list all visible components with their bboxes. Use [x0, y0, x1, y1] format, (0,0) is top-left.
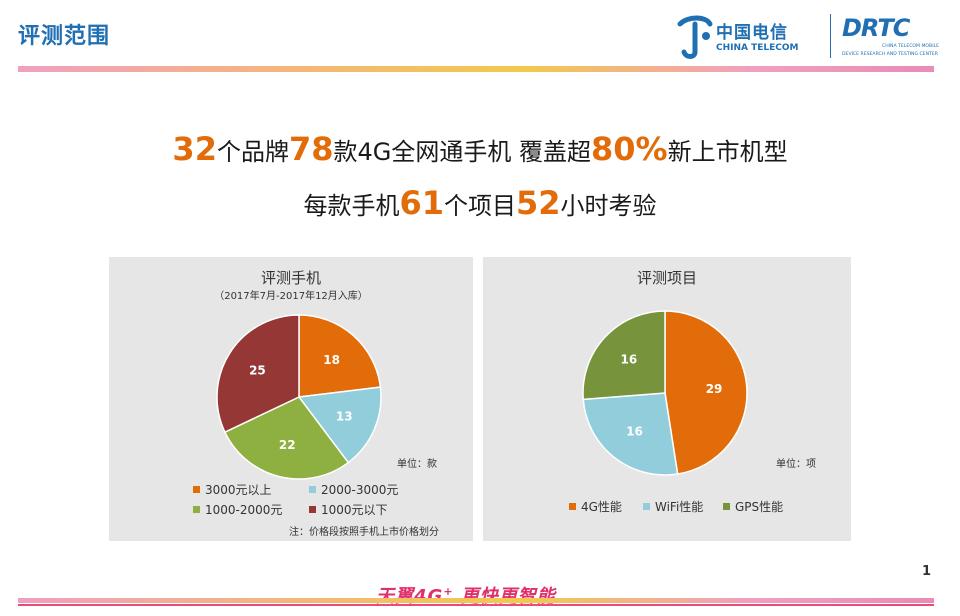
- unit-label: 单位：项: [776, 459, 816, 470]
- china-telecom-logo: 中国电信 CHINA TELECOM: [676, 14, 826, 60]
- legend-item: GPS性能: [723, 498, 783, 515]
- headline-line-2: 每款手机61个项目52小时考验: [0, 184, 960, 222]
- legend-item: 1000-2000元: [193, 501, 282, 518]
- pie-slice: [298, 314, 382, 398]
- chart-subtitle: （2017年7月-2017年12月入库）: [214, 291, 368, 302]
- headline-coverage-percent: 80%: [590, 130, 668, 168]
- brand-name-cn: 中国电信: [716, 23, 788, 43]
- legend-swatch: [569, 503, 576, 510]
- slice-value-label: 16: [621, 353, 638, 367]
- legend-swatch: [193, 506, 200, 513]
- legend-item: 1000元以下: [309, 501, 388, 518]
- headline-text: 每款手机: [303, 192, 400, 220]
- legend-label: 4G性能: [581, 500, 622, 514]
- drtc-wordmark: DRTC: [842, 14, 910, 42]
- pie-slice: [223, 396, 350, 480]
- headline-phone-count: 78: [288, 130, 334, 168]
- slogan-plus: +: [443, 585, 454, 598]
- drtc-logo: DRTC CHINA TELECOM MOBILE DEVICE RESEARC…: [842, 14, 954, 60]
- headline-brand-count: 32: [172, 130, 217, 168]
- chart-title: 评测项目: [636, 269, 697, 287]
- pie-slice: [297, 386, 382, 464]
- headline-text: 个项目: [444, 192, 516, 220]
- pie-slice: [664, 310, 748, 475]
- items-pie-chart: 29 16 16: [582, 310, 748, 476]
- page-number: 1: [922, 564, 932, 579]
- headline-text: 小时考验: [560, 192, 657, 220]
- headline-text: 款4G全网通手机 覆盖超: [333, 138, 591, 166]
- legend-swatch: [723, 503, 730, 510]
- legend-label: 3000元以上: [205, 483, 272, 497]
- slice-value-label: 25: [249, 364, 266, 378]
- legend-swatch: [309, 486, 316, 493]
- legend-item: 3000元以上: [193, 481, 272, 498]
- drtc-subtitle-2: DEVICE RESEARCH AND TESTING CENTER: [842, 52, 938, 57]
- header-divider-stripe: [18, 66, 934, 72]
- legend-label: 2000-3000元: [321, 483, 399, 497]
- phones-chart-panel: 评测手机 （2017年7月-2017年12月入库） 18 13 22 25 单位：款 …: [109, 257, 473, 541]
- unit-label: 单位：款: [397, 459, 437, 470]
- headline-item-count: 61: [399, 184, 444, 222]
- legend-label: 1000-2000元: [205, 503, 283, 517]
- pie-slice: [216, 314, 300, 434]
- headline-text: 新上市机型: [667, 138, 788, 166]
- pie-slice: [582, 392, 679, 476]
- headline-text: 个品牌: [216, 138, 289, 166]
- legend-swatch: [309, 506, 316, 513]
- page-title: 评测范围: [18, 24, 111, 49]
- slice-value-label: 29: [706, 382, 723, 396]
- footer-divider-line: [18, 604, 934, 606]
- legend-item: WiFi性能: [643, 498, 703, 515]
- legend-label: WiFi性能: [655, 500, 704, 514]
- legend-item: 2000-3000元: [309, 481, 398, 498]
- logo-separator: [830, 14, 831, 58]
- headline-hours: 52: [516, 184, 561, 222]
- chart-title: 评测手机: [260, 269, 321, 287]
- items-chart-panel: 评测项目 29 16 16 单位：项 4G性能 WiFi性能 GPS性能: [483, 257, 851, 541]
- slice-value-label: 13: [336, 409, 353, 423]
- brand-name-en: CHINA TELECOM: [716, 43, 799, 53]
- legend-label: 1000元以下: [321, 503, 388, 517]
- pie-slice: [582, 310, 666, 401]
- slice-value-label: 22: [279, 438, 296, 452]
- phones-pie-chart: 18 13 22 25: [216, 314, 382, 480]
- chart-note: 注：价格段按照手机上市价格划分: [289, 527, 439, 538]
- china-telecom-icon: [677, 15, 713, 59]
- legend-label: GPS性能: [735, 500, 784, 514]
- legend-swatch: [193, 486, 200, 493]
- legend-item: 4G性能: [569, 498, 622, 515]
- legend-swatch: [643, 503, 650, 510]
- slice-value-label: 18: [323, 353, 340, 367]
- headline-line-1: 32个品牌78款4G全网通手机 覆盖超80%新上市机型: [0, 130, 960, 168]
- slice-value-label: 16: [626, 425, 643, 439]
- drtc-subtitle-1: CHINA TELECOM MOBILE: [882, 44, 940, 49]
- footer-divider-stripe: [18, 598, 934, 603]
